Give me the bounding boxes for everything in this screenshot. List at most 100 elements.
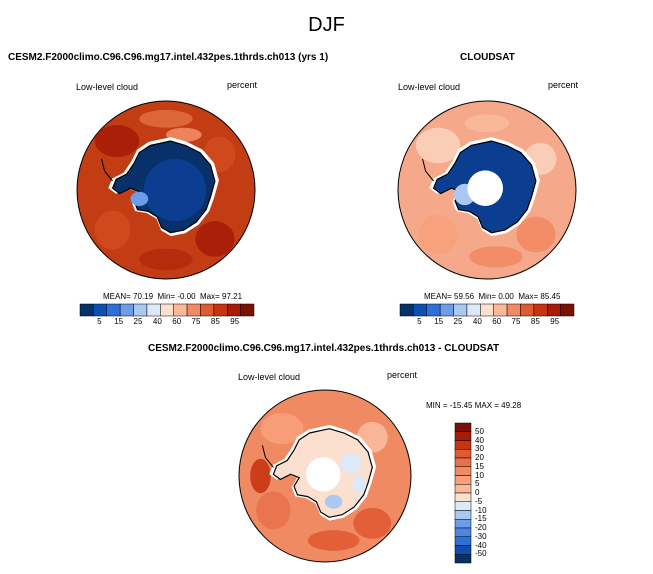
colorbar-swatch [213,303,228,317]
figure-title: DJF [308,14,345,36]
model-panel-title: CESM2.F2000climo.C96.C96.mg17.intel.432p… [8,52,329,63]
map-no-data-hole [306,457,341,492]
colorbar-swatch [439,303,454,317]
colorbar-tick-label: 95 [230,317,240,326]
colorbar-swatch [454,510,472,520]
obs-stats: MEAN= 59.56 Min= 0.00 Max= 85.45 [424,292,560,301]
colorbar-swatch [240,303,255,317]
colorbar-tick-label: -15 [475,514,487,524]
diff-colorbar [454,422,472,564]
colorbar-swatch [173,303,188,317]
peninsula-outline [422,158,434,182]
map-patch [418,214,458,255]
colorbar-swatch [200,303,215,317]
diff-panel-title: CESM2.F2000climo.C96.C96.mg17.intel.432p… [148,343,500,354]
colorbar-swatch [506,303,521,317]
colorbar-swatch [454,484,472,494]
colorbar-tick-label: 60 [492,317,502,326]
map-patch [139,248,193,271]
colorbar-swatch [454,422,472,432]
obs-units-label: percent [548,80,579,90]
colorbar-tick-label: 85 [210,317,220,326]
colorbar-swatch [106,303,121,317]
map-continent-patch [325,494,343,509]
map-patch [139,109,193,128]
colorbar-swatch [453,303,468,317]
peninsula-outline [261,445,274,468]
colorbar-tick-label: -30 [475,531,487,541]
colorbar-swatch [160,303,174,317]
obs-colorbar-labels: 5 15 25 40 60 75 85 95 [400,317,574,329]
colorbar-swatch [454,519,472,529]
map-continent-patch [352,476,367,494]
peninsula-outline [101,158,113,182]
colorbar-swatch [454,545,472,555]
map-continent-patch [340,452,362,474]
colorbar-swatch [493,303,508,317]
colorbar-tick-label: -20 [475,523,487,532]
map-no-data-hole [467,170,504,207]
colorbar-tick-label: 15 [475,461,484,471]
colorbar-tick-label: 25 [133,317,143,326]
obs-variable-label: Low-level cloud [398,82,461,92]
obs-panel-title: CLOUDSAT [460,52,515,63]
colorbar-swatch [146,303,161,317]
map-patch [415,127,461,164]
colorbar-tick-label: -5 [475,496,483,506]
colorbar-tick-label: 5 [97,317,102,326]
map-patch [94,210,131,250]
colorbar-tick-label: -40 [475,540,487,550]
colorbar-tick-label: -50 [475,549,487,559]
colorbar-swatch [560,303,575,317]
colorbar-swatch [454,440,472,450]
colorbar-swatch [466,303,481,317]
obs-min-value: 0.00 [498,292,514,301]
colorbar-swatch [454,536,472,546]
model-mean-value: 70.19 [133,292,154,301]
colorbar-tick-label: 40 [472,317,482,326]
colorbar-swatch [413,303,428,317]
colorbar-tick-label: 75 [191,317,201,326]
diff-variable-label: Low-level cloud [238,372,301,382]
model-min-value: -0.00 [177,292,196,301]
colorbar-swatch [533,303,548,317]
colorbar-swatch [454,475,472,485]
colorbar-swatch [399,303,414,317]
map-patch [464,114,510,133]
colorbar-swatch [520,303,535,317]
obs-mean-label: MEAN= [424,292,452,301]
colorbar-swatch [454,466,472,476]
diff-colorbar-labels: 50 40 30 20 15 10 5 0 -5 -10 -15 -20 -30 -40 -50 [475,423,505,563]
obs-mean-value: 59.56 [454,292,475,301]
colorbar-tick-label: 30 [475,444,484,454]
colorbar-tick-label: 0 [475,488,480,497]
diff-units-label: percent [387,370,418,380]
colorbar-tick-label: 5 [417,317,422,326]
colorbar-tick-label: 20 [475,453,484,462]
obs-colorbar [399,303,575,317]
map-patch [516,216,556,253]
map-patch [250,458,271,494]
colorbar-tick-label: 15 [114,317,124,326]
obs-max-label: Max= [518,292,539,301]
colorbar-swatch [454,501,472,511]
colorbar-swatch [79,303,94,317]
model-max-label: Max= [200,292,220,301]
map-patch [353,507,392,539]
model-colorbar-labels: 5 15 25 40 60 75 85 95 [80,317,254,329]
model-max-value: 97.21 [222,292,243,301]
obs-max-value: 85.45 [540,292,561,301]
colorbar-swatch [546,303,561,317]
model-mean-label: MEAN= [103,292,131,301]
colorbar-tick-label: 40 [475,435,484,445]
colorbar-tick-label: 25 [453,317,463,326]
colorbar-swatch [133,303,148,317]
colorbar-tick-label: 50 [475,426,484,436]
model-colorbar [79,303,255,317]
colorbar-tick-label: 85 [530,317,540,326]
colorbar-swatch [480,303,494,317]
colorbar-swatch [454,457,472,467]
colorbar-tick-label: 10 [475,470,484,480]
map-patch [256,491,291,530]
colorbar-swatch [454,554,472,564]
